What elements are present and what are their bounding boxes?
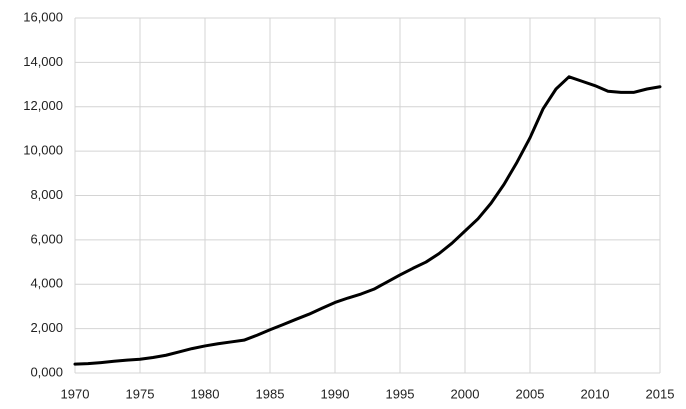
- y-tick-label: 2,000: [30, 320, 63, 335]
- y-tick-label: 0,000: [30, 364, 63, 379]
- x-tick-label: 1970: [61, 386, 90, 401]
- y-tick-label: 6,000: [30, 231, 63, 246]
- x-tick-label: 2015: [646, 386, 675, 401]
- y-tick-label: 14,000: [23, 54, 63, 69]
- x-tick-label: 1990: [321, 386, 350, 401]
- y-tick-label: 10,000: [23, 143, 63, 158]
- line-series: [73, 75, 662, 366]
- y-tick-label: 16,000: [23, 9, 63, 24]
- x-tick-label: 1975: [126, 386, 155, 401]
- x-tick-label: 2010: [581, 386, 610, 401]
- x-tick-label: 1985: [256, 386, 285, 401]
- x-tick-label: 2005: [516, 386, 545, 401]
- y-tick-label: 8,000: [30, 187, 63, 202]
- x-tick-label: 1995: [386, 386, 415, 401]
- y-tick-label: 12,000: [23, 98, 63, 113]
- x-tick-label: 1980: [191, 386, 220, 401]
- x-tick-label: 2000: [451, 386, 480, 401]
- y-tick-label: 4,000: [30, 276, 63, 291]
